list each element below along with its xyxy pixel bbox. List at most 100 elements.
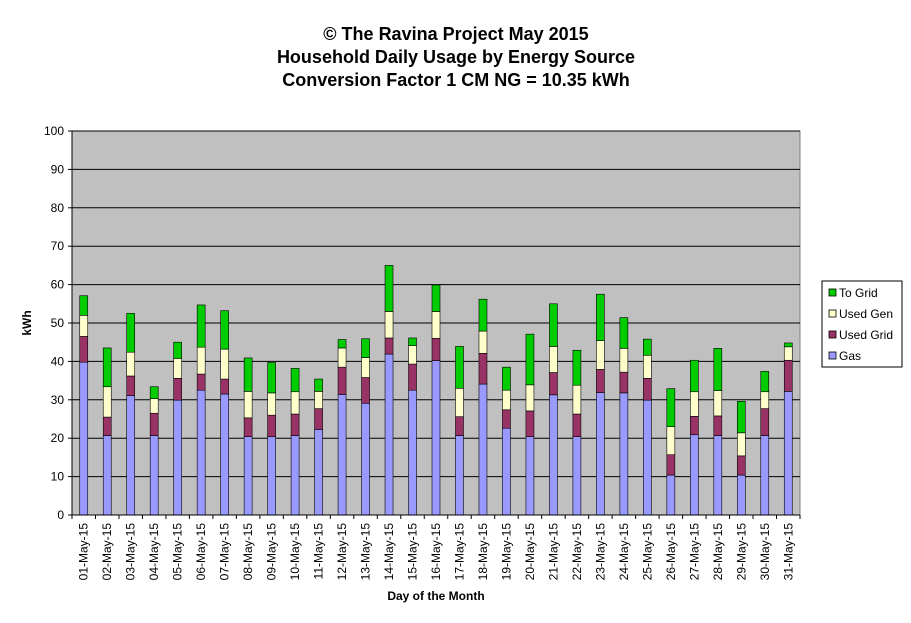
bar-segment-used-grid [408, 363, 417, 391]
y-tick-label: 100 [44, 124, 64, 138]
bar-segment-used-gen [572, 384, 582, 415]
bar-segment-gas [314, 429, 323, 516]
bar-segment-used-grid [337, 366, 347, 395]
bar-segment-to-grid [361, 338, 370, 358]
bar-segment-used-gen [502, 389, 511, 411]
bar-segment-used-gen [267, 392, 276, 416]
bar-segment-gas [572, 436, 582, 516]
bar-segment-to-grid [783, 342, 793, 348]
grid-lines [72, 130, 800, 478]
bar-segment-gas [619, 392, 629, 516]
x-tick-label: 06-May-15 [194, 523, 208, 581]
legend-swatch [828, 309, 837, 318]
x-tick-label: 21-May-15 [546, 523, 560, 581]
legend-label: Gas [839, 349, 861, 363]
y-tick-label: 80 [51, 201, 65, 215]
bar-segment-gas [267, 436, 276, 516]
bar-segment-to-grid [478, 298, 488, 332]
bar-segment-used-grid [361, 377, 370, 404]
bar-segment-to-grid [760, 371, 770, 393]
bar-segment-used-gen [596, 340, 605, 370]
chart-title-line-1: © The Ravina Project May 2015 [323, 24, 588, 44]
x-tick-label: 22-May-15 [570, 523, 584, 581]
bar-segment-used-grid [502, 409, 511, 429]
x-tick-label: 03-May-15 [124, 523, 138, 581]
chart-title: © The Ravina Project May 2015 Household … [277, 24, 635, 90]
bar-segment-used-grid [196, 373, 206, 391]
bar-segment-gas [525, 436, 535, 516]
bar-segment-to-grid [408, 337, 417, 346]
bar-segment-used-gen [783, 346, 793, 361]
x-tick-label: 31-May-15 [781, 523, 795, 581]
bar-segment-to-grid [290, 368, 300, 393]
chart-title-line-3: Conversion Factor 1 CM NG = 10.35 kWh [282, 70, 630, 90]
x-tick-label: 15-May-15 [406, 523, 420, 581]
bar-segment-to-grid [431, 284, 441, 312]
bar-segment-gas [596, 392, 605, 516]
bar-segment-gas [290, 435, 300, 516]
bar-segment-used-gen [455, 387, 464, 417]
y-tick-label: 0 [57, 508, 64, 522]
x-tick-label: 16-May-15 [429, 523, 443, 581]
bar-segment-used-grid [149, 412, 159, 436]
x-tick-label: 14-May-15 [382, 523, 396, 581]
x-tick-label: 27-May-15 [687, 523, 701, 581]
x-tick-label: 23-May-15 [593, 523, 607, 581]
bar-segment-used-grid [173, 377, 182, 401]
bar-segment-used-grid [79, 336, 89, 363]
bar-segment-gas [384, 353, 394, 516]
x-tick-label: 02-May-15 [100, 523, 114, 581]
y-tick-label: 10 [51, 470, 65, 484]
bar-segment-gas [478, 383, 488, 516]
bar-segment-to-grid [549, 303, 558, 347]
bar-segment-gas [502, 427, 511, 516]
x-tick-label: 19-May-15 [499, 523, 513, 581]
bar-segment-to-grid [149, 386, 159, 399]
bar-segment-used-grid [455, 416, 464, 436]
bar-segment-used-gen [173, 358, 182, 379]
bar-segment-used-grid [760, 408, 770, 436]
bar-segment-used-grid [619, 371, 629, 394]
bar-segment-used-grid [290, 413, 300, 436]
x-tick-label: 17-May-15 [452, 523, 466, 581]
bar-segment-gas [455, 435, 464, 516]
bar-segment-used-gen [525, 384, 535, 412]
bar-segment-used-grid [666, 454, 676, 476]
x-tick-label: 20-May-15 [523, 523, 537, 581]
bar-segment-used-grid [126, 375, 136, 396]
x-tick-label: 08-May-15 [241, 523, 255, 581]
x-tick-label: 28-May-15 [711, 523, 725, 581]
bar-segment-to-grid [596, 293, 605, 341]
legend: To Grid Used Gen Used Grid Gas [821, 280, 903, 368]
y-tick-label: 60 [51, 278, 65, 292]
bar-segment-to-grid [619, 317, 629, 349]
bar-segment-gas [408, 389, 417, 516]
bar-segment-to-grid [690, 359, 699, 393]
bar-segment-gas [102, 435, 112, 516]
bar-segment-used-gen [713, 390, 723, 417]
bar-segment-used-grid [525, 410, 535, 437]
bar-segment-gas [220, 393, 229, 516]
x-tick-label: 30-May-15 [758, 523, 772, 581]
x-tick-label: 25-May-15 [640, 523, 654, 581]
x-tick-label: 04-May-15 [147, 523, 161, 581]
bar-segment-used-gen [102, 386, 112, 418]
legend-swatch [828, 330, 837, 339]
bar-segment-to-grid [736, 401, 746, 434]
chart-title-line-2: Household Daily Usage by Energy Source [277, 47, 635, 67]
legend-swatch [828, 288, 837, 297]
bar-segment-used-gen [408, 345, 417, 365]
bar-segment-used-gen [619, 348, 629, 373]
bar-segment-used-gen [478, 330, 488, 354]
bar-segment-gas [243, 436, 253, 516]
y-axis-title: kWh [20, 310, 34, 335]
bar-segment-used-grid [690, 416, 699, 436]
bar-segment-to-grid [314, 378, 323, 392]
x-tick-label: 29-May-15 [734, 523, 748, 581]
bar-segment-to-grid [126, 313, 136, 353]
bar-segment-used-grid [243, 417, 253, 437]
bar-segment-gas [149, 435, 159, 516]
bar-segment-to-grid [525, 333, 535, 386]
y-tick-labels: 0 10 20 30 40 50 60 70 80 90 100 [44, 124, 64, 522]
